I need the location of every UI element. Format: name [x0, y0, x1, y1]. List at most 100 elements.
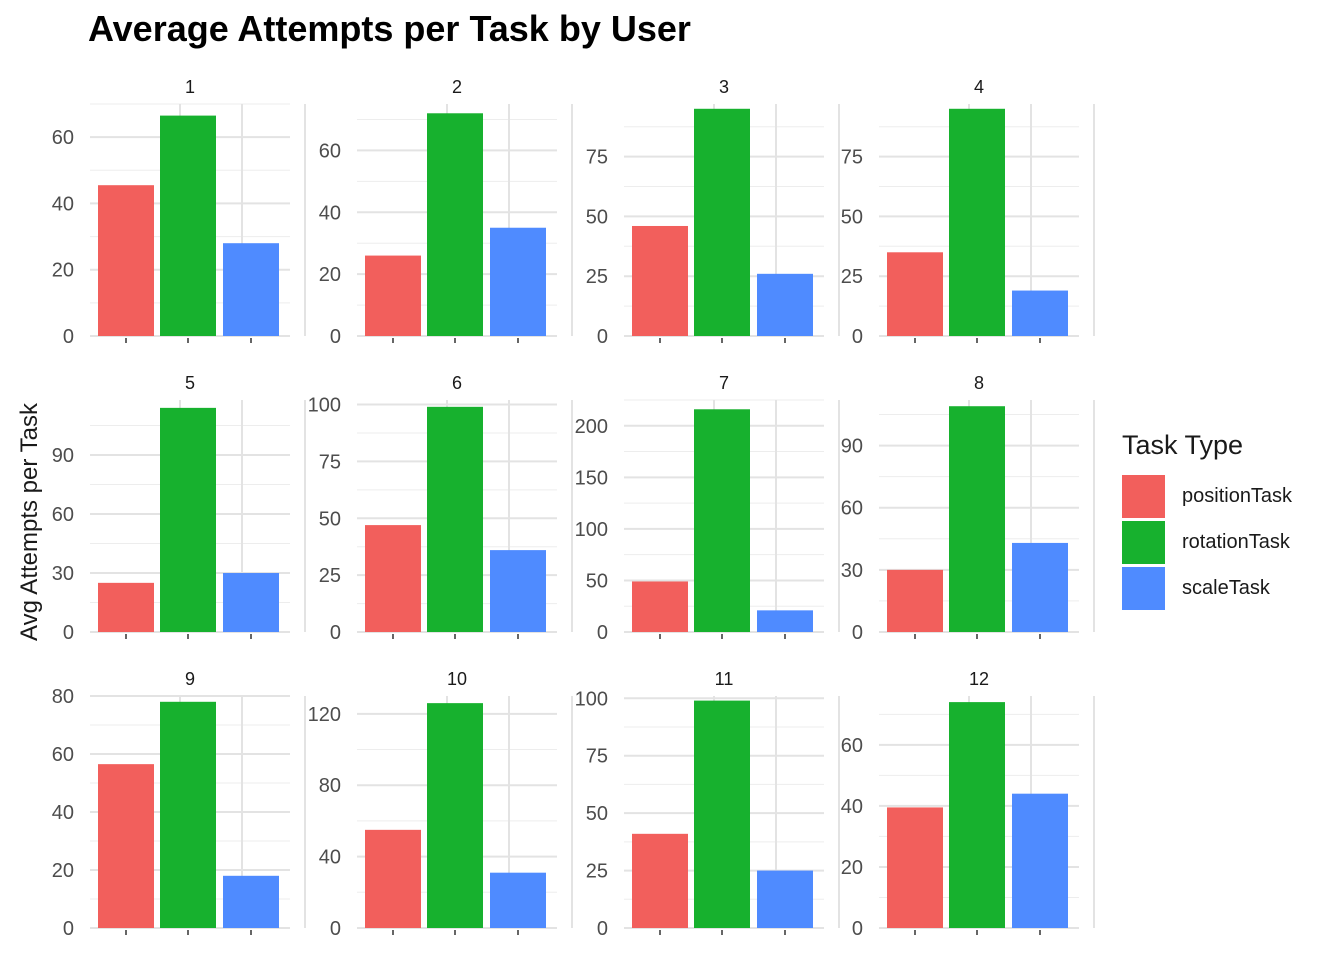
y-tick-label: 150	[575, 467, 608, 489]
legend-item-rotation: rotationTask	[1122, 519, 1292, 565]
facet-label-5: 5	[185, 373, 195, 393]
facet-label-7: 7	[719, 373, 729, 393]
facet-panel-5: 0 30 60 90 5	[52, 373, 306, 644]
y-tick-label: 50	[841, 206, 863, 228]
bar-12-positionTask	[887, 807, 943, 928]
bar-1-rotationTask	[160, 115, 216, 336]
y-tick-label: 0	[63, 326, 74, 348]
bar-10-scaleTask	[490, 872, 546, 928]
y-tick-label: 0	[330, 326, 341, 348]
bar-12-rotationTask	[949, 702, 1005, 928]
bar-4-positionTask	[887, 252, 943, 336]
facet-panel-1: 0 20 40 60 1	[52, 77, 306, 348]
bar-9-scaleTask	[223, 875, 279, 928]
y-tick-label: 120	[308, 704, 341, 726]
y-tick-label: 50	[319, 508, 341, 530]
y-tick-label: 80	[52, 686, 74, 708]
y-tick-label: 20	[52, 260, 74, 282]
y-tick-label: 0	[852, 918, 863, 940]
bar-7-scaleTask	[757, 610, 813, 632]
y-tick-label: 60	[841, 735, 863, 757]
facet-label-2: 2	[452, 77, 462, 97]
bar-9-positionTask	[98, 764, 154, 928]
y-tick-label: 60	[319, 140, 341, 162]
legend-key-position	[1122, 474, 1165, 518]
facet-label-3: 3	[719, 77, 729, 97]
y-tick-label: 25	[319, 565, 341, 587]
y-tick-label: 0	[597, 918, 608, 940]
bar-2-positionTask	[365, 255, 421, 336]
y-tick-label: 60	[52, 504, 74, 526]
y-tick-label: 30	[841, 560, 863, 582]
legend-label-rotation: rotationTask	[1182, 530, 1290, 553]
y-tick-label: 50	[586, 206, 608, 228]
y-tick-label: 40	[319, 847, 341, 869]
y-tick-label: 40	[841, 796, 863, 818]
y-tick-label: 90	[841, 436, 863, 458]
facet-label-8: 8	[974, 373, 984, 393]
facet-label-4: 4	[974, 77, 984, 97]
legend-key-scale	[1122, 566, 1165, 610]
bar-10-rotationTask	[427, 703, 483, 928]
y-tick-label: 0	[852, 622, 863, 644]
facet-label-9: 9	[185, 669, 195, 689]
facet-panel-11: 0 25 50 75 100 11	[575, 669, 840, 940]
y-tick-label: 20	[319, 264, 341, 286]
bar-6-scaleTask	[490, 550, 546, 632]
y-tick-label: 60	[52, 127, 74, 149]
bar-2-rotationTask	[427, 113, 483, 336]
y-tick-label: 100	[575, 688, 608, 710]
bar-5-scaleTask	[223, 573, 279, 632]
y-tick-label: 75	[586, 746, 608, 768]
facet-label-10: 10	[447, 669, 467, 689]
bar-3-positionTask	[632, 225, 688, 336]
legend-item-scale: scaleTask	[1122, 565, 1292, 611]
y-tick-label: 0	[330, 918, 341, 940]
y-tick-label: 90	[52, 445, 74, 467]
bar-4-scaleTask	[1012, 290, 1068, 336]
y-tick-label: 100	[575, 519, 608, 541]
legend-item-position: positionTask	[1122, 473, 1292, 519]
bar-1-scaleTask	[223, 243, 279, 336]
legend-title: Task Type	[1122, 430, 1244, 460]
y-tick-label: 0	[330, 622, 341, 644]
facet-panel-2: 0 20 40 60 2	[319, 77, 573, 348]
bar-7-positionTask	[632, 581, 688, 632]
y-tick-label: 25	[841, 266, 863, 288]
y-tick-label: 0	[63, 918, 74, 940]
legend-key-rotation	[1122, 520, 1165, 564]
bar-11-rotationTask	[694, 700, 750, 928]
y-tick-label: 20	[841, 857, 863, 879]
y-tick-label: 0	[852, 326, 863, 348]
bar-8-positionTask	[887, 569, 943, 632]
bar-10-positionTask	[365, 829, 421, 928]
y-tick-label: 50	[586, 570, 608, 592]
bar-11-positionTask	[632, 833, 688, 928]
facet-panel-7: 0 50 100 150 200 7	[575, 373, 840, 644]
y-tick-label: 40	[319, 202, 341, 224]
bar-9-rotationTask	[160, 701, 216, 928]
facet-panel-4: 0 25 50 75 4	[841, 77, 1095, 348]
y-tick-label: 75	[586, 147, 608, 169]
y-tick-label: 200	[575, 416, 608, 438]
bar-3-rotationTask	[694, 108, 750, 336]
facet-label-11: 11	[715, 669, 734, 689]
bar-5-rotationTask	[160, 407, 216, 632]
bar-6-positionTask	[365, 525, 421, 632]
bar-8-rotationTask	[949, 406, 1005, 632]
y-tick-label: 30	[52, 563, 74, 585]
facet-label-12: 12	[969, 669, 989, 689]
bar-2-scaleTask	[490, 227, 546, 336]
facet-label-1: 1	[185, 77, 195, 97]
bar-3-scaleTask	[757, 273, 813, 336]
bar-5-positionTask	[98, 582, 154, 632]
bar-7-rotationTask	[694, 409, 750, 632]
y-tick-label: 20	[52, 860, 74, 882]
y-tick-label: 40	[52, 802, 74, 824]
y-tick-label: 0	[63, 622, 74, 644]
y-tick-label: 80	[319, 775, 341, 797]
y-tick-label: 60	[841, 498, 863, 520]
legend-label-scale: scaleTask	[1182, 576, 1270, 599]
y-tick-label: 0	[597, 326, 608, 348]
